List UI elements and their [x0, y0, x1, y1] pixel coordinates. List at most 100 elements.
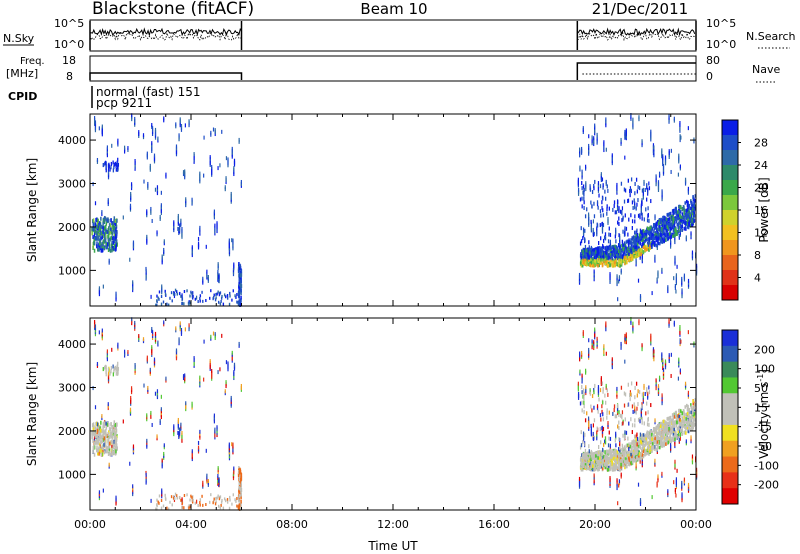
nsky-trace	[576, 27, 696, 37]
power-cell	[613, 261, 616, 265]
power-cell	[673, 211, 676, 215]
power-cell	[592, 227, 594, 232]
power-cell	[649, 245, 651, 249]
freq-unit-label: [MHz]	[6, 67, 38, 80]
velocity-cell	[233, 370, 235, 375]
velocity-cell	[658, 375, 661, 380]
velocity-cell	[98, 330, 100, 335]
velocity-cell	[183, 494, 186, 498]
velocity-cell	[116, 446, 118, 451]
power-cell	[103, 218, 105, 223]
power-cell	[593, 183, 595, 188]
velocity-cell	[664, 359, 667, 364]
power-cell	[627, 245, 630, 250]
power-cell	[99, 224, 102, 229]
freq-right-tick-top: 80	[706, 54, 720, 67]
power-cell	[601, 248, 603, 253]
velocity-cell	[662, 358, 664, 363]
power-cell	[581, 181, 583, 186]
velocity-cell	[635, 434, 637, 439]
power-cell	[681, 220, 684, 225]
power-cell	[681, 288, 683, 293]
velocity-cell	[600, 376, 602, 381]
power-cell	[600, 251, 603, 255]
velocity-cell	[192, 498, 194, 502]
power-cell	[237, 291, 240, 296]
velocity-cell	[624, 465, 626, 470]
power-cell	[679, 214, 681, 218]
velocity-cell	[199, 501, 201, 505]
velocity-cell	[114, 365, 117, 370]
velocity-cell	[610, 460, 612, 465]
velocity-cell	[216, 496, 218, 500]
power-cell	[690, 201, 693, 206]
velocity-cell	[625, 453, 628, 458]
power-cell	[582, 260, 585, 265]
power-cell	[606, 204, 608, 209]
power-cell	[109, 223, 112, 228]
power-cell	[151, 122, 153, 127]
velocity-cell	[621, 447, 623, 452]
power-cell	[107, 248, 110, 253]
power-cell	[612, 258, 615, 263]
power-cell	[238, 289, 241, 294]
velocity-cell	[98, 432, 101, 437]
velocity-cell	[618, 483, 620, 488]
power-cell	[618, 233, 620, 238]
power-cell	[103, 232, 106, 237]
power-cell	[581, 146, 583, 151]
power-cell	[239, 273, 242, 278]
power-cell	[105, 217, 107, 222]
velocity-cell	[101, 449, 103, 454]
velocity-cell	[109, 452, 112, 457]
velocity-cell	[96, 440, 98, 445]
power-cell	[173, 292, 176, 296]
velocity-cell	[116, 369, 119, 374]
power-cell	[587, 258, 589, 262]
velocity-cell	[203, 377, 205, 382]
power-cell	[117, 162, 120, 167]
power-cell	[110, 227, 112, 232]
power-cell	[662, 229, 665, 233]
power-cell	[109, 230, 111, 235]
power-cell	[612, 261, 615, 265]
power-cell	[601, 262, 604, 267]
velocity-cell	[665, 432, 667, 437]
power-cell	[601, 222, 603, 227]
power-cell	[650, 199, 652, 204]
velocity-cell	[92, 449, 94, 454]
velocity-cell	[223, 497, 226, 501]
velocity-cell	[592, 431, 594, 436]
velocity-cell	[217, 504, 220, 508]
velocity-cell	[112, 428, 115, 433]
velocity-cell	[615, 449, 618, 453]
velocity-cell	[100, 420, 102, 425]
power-cell	[647, 242, 650, 247]
power-cell	[607, 239, 610, 244]
velocity-cell	[626, 450, 629, 455]
power-cell	[151, 218, 153, 223]
power-cell	[635, 177, 638, 182]
power-cell	[621, 206, 624, 211]
velocity-cell	[104, 364, 107, 369]
velocity-cell	[107, 422, 110, 427]
velocity-cell	[694, 403, 696, 407]
nsky-frame	[89, 19, 697, 52]
power-cell	[110, 235, 113, 240]
power-cell	[605, 117, 607, 122]
power-cell	[672, 234, 674, 238]
velocity-cell	[110, 369, 112, 374]
nsky-panel: N.Sky 10^5 10^0 10^5 10^0 N.Search	[3, 17, 796, 52]
power-cell	[100, 216, 102, 221]
power-cell	[238, 266, 241, 271]
velocity-cell	[228, 442, 230, 447]
velocity-cell	[631, 461, 633, 466]
power-cell	[664, 226, 667, 230]
power-cell	[587, 249, 589, 254]
velocity-cell	[201, 494, 203, 498]
velocity-cell	[691, 408, 693, 413]
power-cell	[104, 231, 107, 236]
power-cell	[673, 116, 675, 121]
velocity-cell	[682, 424, 685, 428]
velocity-cell	[113, 443, 116, 448]
